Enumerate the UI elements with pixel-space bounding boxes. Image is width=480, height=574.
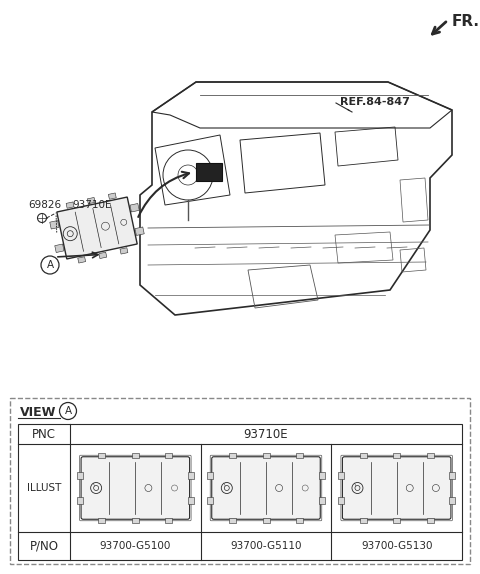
Text: 93700-G5110: 93700-G5110: [230, 541, 302, 551]
Text: VIEW: VIEW: [20, 406, 56, 419]
Bar: [319, 472, 325, 479]
Bar: [296, 518, 303, 523]
Bar: [360, 518, 367, 523]
Polygon shape: [66, 202, 74, 208]
Text: REF.84-847: REF.84-847: [340, 97, 410, 107]
FancyBboxPatch shape: [81, 457, 190, 519]
Bar: [207, 472, 213, 479]
Text: FR.: FR.: [452, 14, 480, 29]
Polygon shape: [78, 257, 85, 263]
Text: P/NO: P/NO: [29, 540, 59, 553]
Bar: [338, 497, 344, 505]
Bar: [263, 453, 269, 458]
Bar: [18, 424, 462, 560]
Text: 93700-G5100: 93700-G5100: [100, 541, 171, 551]
Bar: [360, 453, 367, 458]
Bar: [319, 497, 325, 505]
Text: 69826: 69826: [28, 200, 61, 210]
Bar: [165, 453, 172, 458]
Polygon shape: [120, 248, 128, 254]
Bar: [449, 472, 456, 479]
Bar: [449, 497, 456, 505]
Bar: [207, 497, 213, 505]
Bar: [165, 518, 172, 523]
Bar: [196, 163, 222, 181]
Text: A: A: [47, 260, 54, 270]
Bar: [98, 453, 106, 458]
Polygon shape: [57, 197, 137, 259]
Bar: [98, 518, 106, 523]
Bar: [393, 518, 400, 523]
Text: 93710E: 93710E: [72, 200, 111, 210]
Text: 93710E: 93710E: [244, 428, 288, 440]
Polygon shape: [108, 193, 116, 199]
Bar: [188, 472, 194, 479]
Bar: [229, 453, 236, 458]
Bar: [132, 453, 139, 458]
Bar: [188, 497, 194, 505]
Polygon shape: [55, 244, 64, 253]
Text: A: A: [64, 406, 72, 416]
Bar: [229, 518, 236, 523]
Bar: [427, 453, 433, 458]
Text: 93700-G5130: 93700-G5130: [361, 541, 432, 551]
Polygon shape: [135, 227, 144, 235]
Text: ILLUST: ILLUST: [27, 483, 61, 493]
Polygon shape: [50, 220, 59, 229]
Bar: [10, 398, 470, 564]
Polygon shape: [130, 203, 139, 212]
Bar: [263, 518, 269, 523]
Bar: [296, 453, 303, 458]
Text: PNC: PNC: [32, 428, 56, 440]
Bar: [77, 497, 83, 505]
Bar: [338, 472, 344, 479]
Bar: [77, 472, 83, 479]
Bar: [393, 453, 400, 458]
Bar: [427, 518, 433, 523]
Polygon shape: [99, 252, 107, 258]
Bar: [132, 518, 139, 523]
FancyBboxPatch shape: [342, 457, 451, 519]
FancyBboxPatch shape: [212, 457, 320, 519]
Polygon shape: [87, 197, 95, 204]
